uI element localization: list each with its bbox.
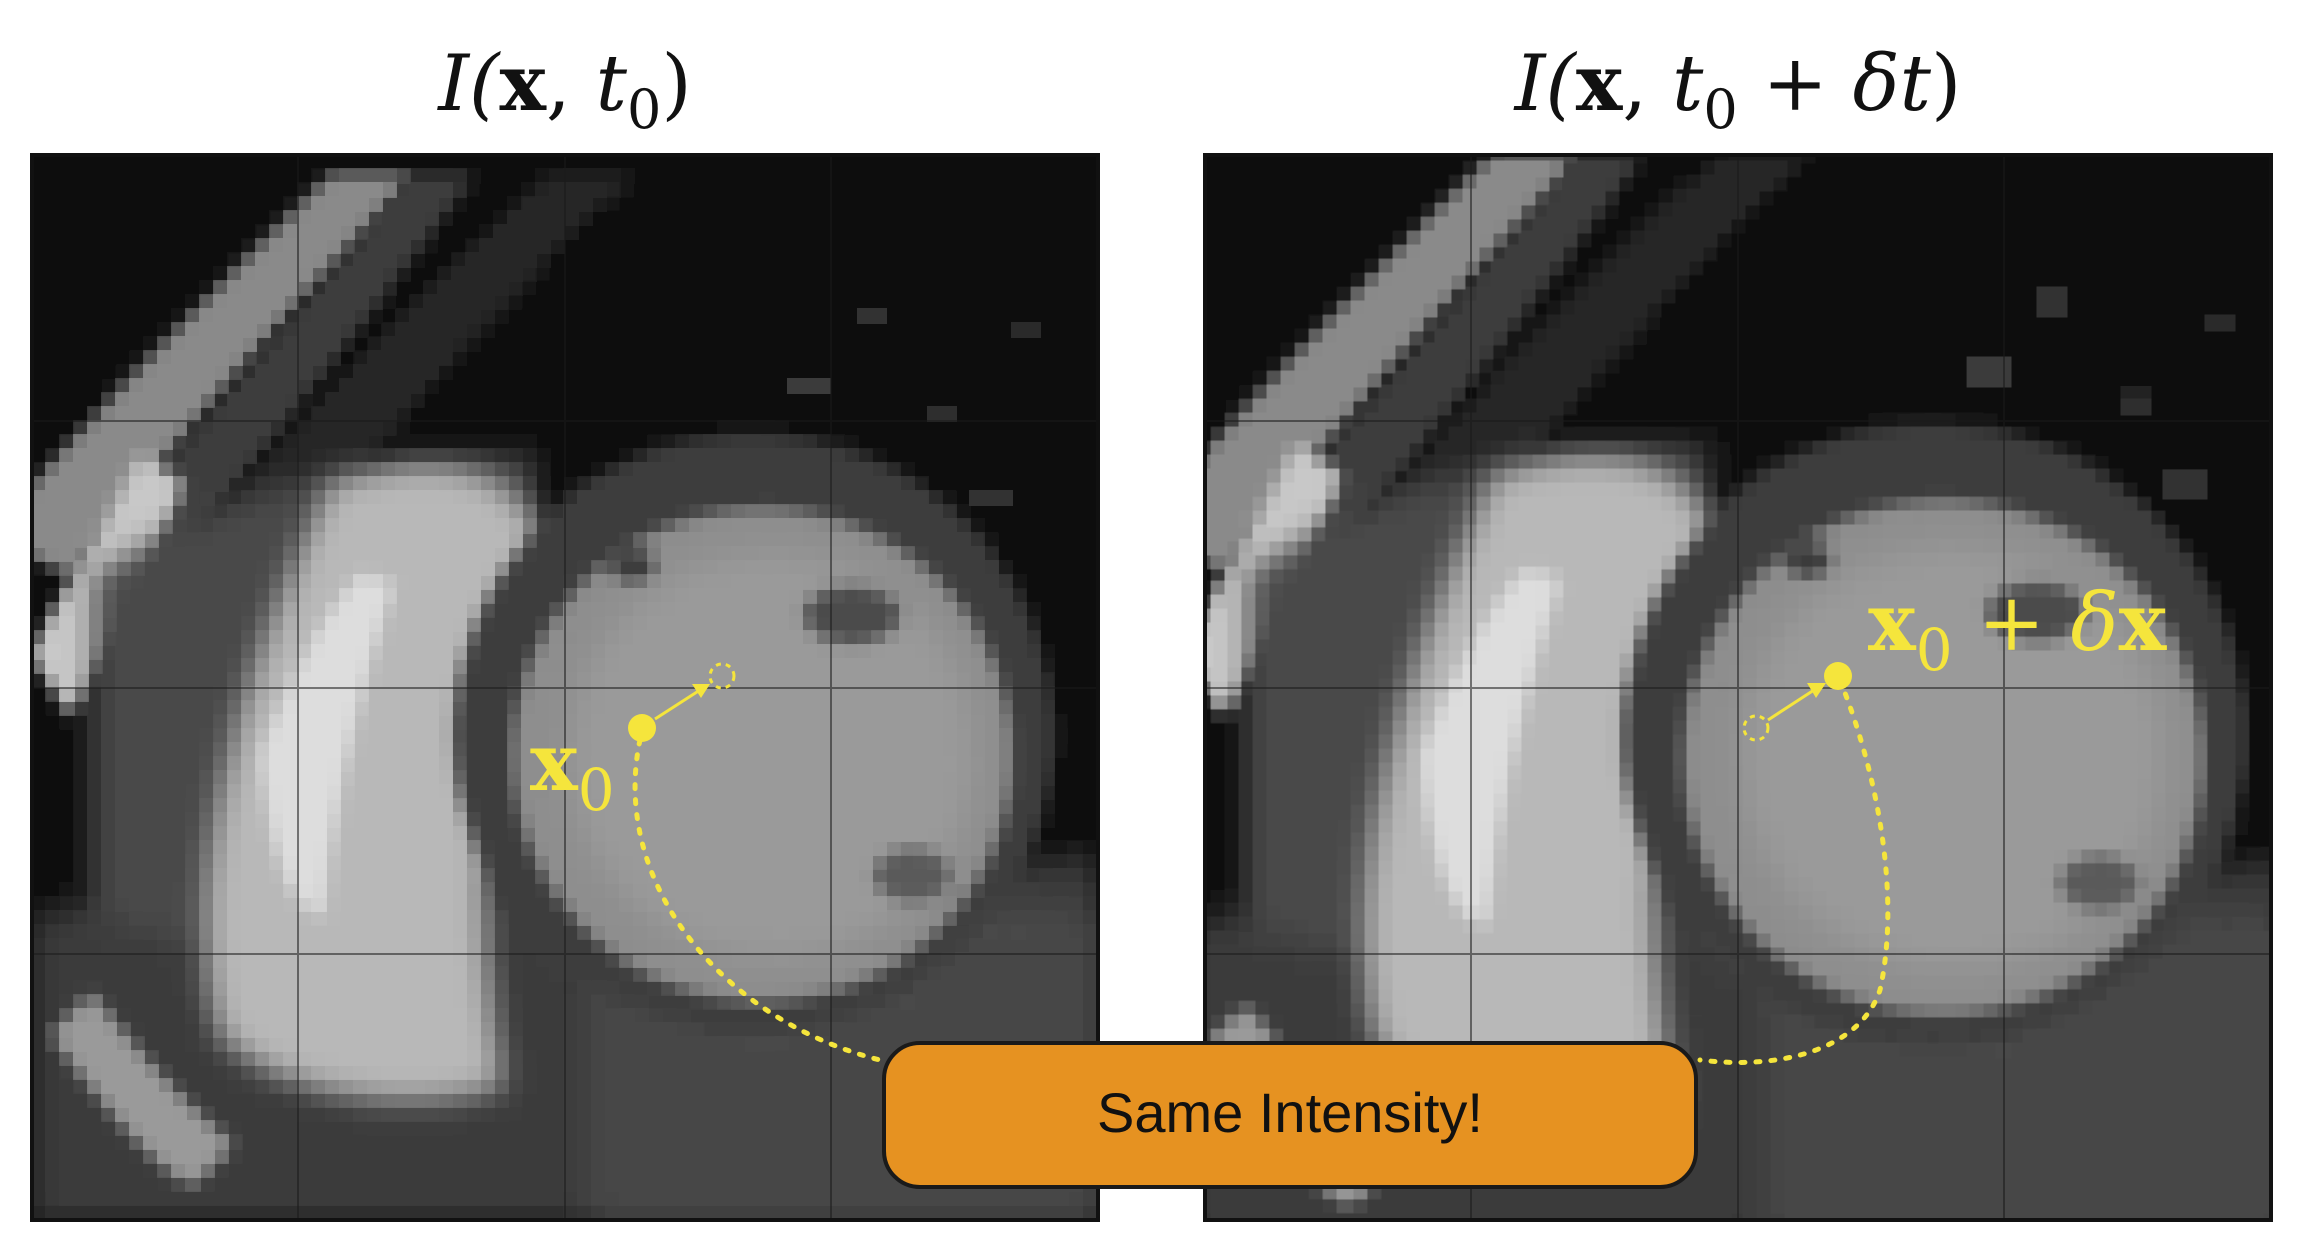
left-target-ghost (708, 662, 736, 690)
right-motion-arrow (1767, 688, 1815, 722)
right-point-marker (1824, 662, 1852, 690)
right-panel-frame (1203, 153, 2273, 1222)
left-panel-title: I(x, t0) (436, 38, 692, 141)
right-point-label: x0 + δx (1868, 575, 2168, 684)
same-intensity-callout: Same Intensity! (882, 1041, 1698, 1189)
right-source-ghost (1742, 714, 1770, 742)
left-motion-arrow (654, 688, 701, 721)
left-mri-panel (32, 155, 1098, 1220)
left-panel-frame (30, 153, 1100, 1222)
right-mri-panel (1205, 155, 2271, 1220)
right-panel-title: I(x, t0 + δt) (1513, 38, 1962, 141)
left-point-label: x0 (530, 715, 615, 824)
left-point-marker (628, 714, 656, 742)
right-arrowhead (1807, 683, 1826, 698)
left-arrowhead (692, 684, 710, 698)
connector-dotted-curve (632, 737, 883, 1063)
callout-label: Same Intensity! (1097, 1081, 1483, 1144)
connector-dotted-curve-right (1697, 677, 1891, 1065)
